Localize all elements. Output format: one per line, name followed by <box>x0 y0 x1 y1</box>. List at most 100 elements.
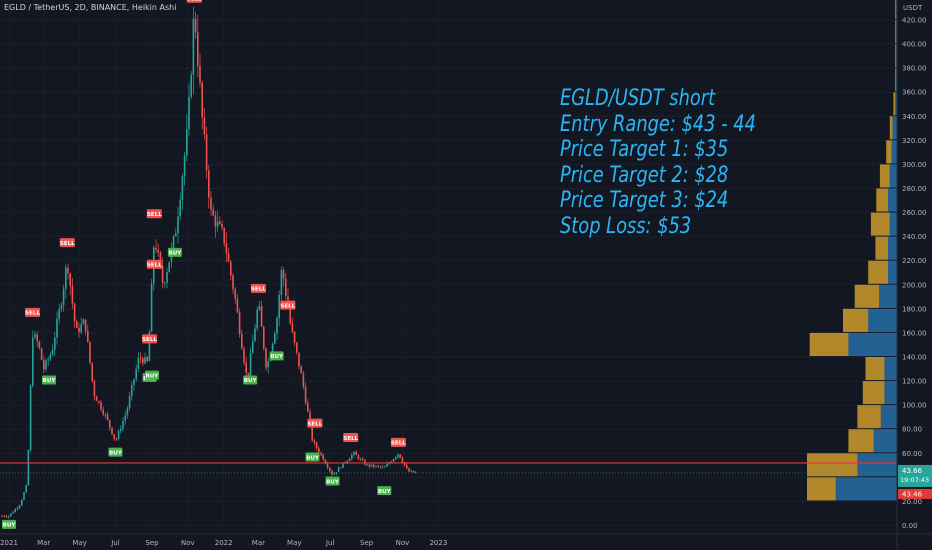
candle-body <box>289 308 291 324</box>
candle-body <box>62 288 65 306</box>
volume-profile-up-bar <box>888 188 897 212</box>
price-tick-label[interactable]: 260.00 <box>902 209 927 217</box>
volume-profile-down-bar <box>876 188 888 212</box>
volume-profile-up-bar <box>884 356 897 381</box>
candle-body <box>133 379 135 386</box>
candle-body <box>40 348 43 360</box>
candle-body <box>309 411 311 424</box>
candle-body <box>271 343 274 355</box>
price-tick-label[interactable]: 340.00 <box>902 113 927 121</box>
price-tick-label[interactable]: 280.00 <box>902 185 927 193</box>
candle-body <box>157 249 159 253</box>
price-tick-label[interactable]: 380.00 <box>902 65 927 73</box>
last-price-tag <box>898 464 932 487</box>
candle-body <box>377 465 379 467</box>
candle-body <box>93 380 96 397</box>
price-tick-label[interactable]: 320.00 <box>902 137 927 145</box>
price-tick-label[interactable]: 220.00 <box>902 257 927 265</box>
candle-body <box>113 434 115 439</box>
price-tick-label[interactable]: 80.00 <box>902 426 922 434</box>
candle-body <box>34 334 36 338</box>
time-tick-label[interactable]: 2022 <box>215 539 233 547</box>
volume-profile-down-bar <box>854 284 879 308</box>
candle-body <box>223 227 225 244</box>
price-tick-label[interactable]: 20.00 <box>902 498 922 506</box>
candle-body <box>208 170 210 198</box>
candle-body <box>56 318 58 338</box>
candle-body <box>384 466 386 468</box>
candle-body <box>243 348 245 363</box>
candle-body <box>355 451 357 456</box>
candle-body <box>12 512 14 514</box>
buy-signal-badge <box>144 370 159 380</box>
price-tick-label[interactable]: 100.00 <box>902 402 927 410</box>
candle-body <box>109 420 111 428</box>
sell-signal-label: SELL <box>142 337 157 343</box>
price-tick-label[interactable]: 300.00 <box>902 161 927 169</box>
price-axis-currency[interactable]: USDT <box>903 4 923 12</box>
price-tick-label[interactable]: 240.00 <box>902 233 927 241</box>
candle-body <box>403 462 406 466</box>
candle-body <box>1 515 3 517</box>
candle-body <box>25 485 27 493</box>
time-tick-label[interactable]: Sep <box>360 539 374 547</box>
candle-body <box>186 129 188 156</box>
price-tick-label[interactable]: 60.00 <box>902 450 922 458</box>
volume-profile-up-bar <box>848 332 897 356</box>
symbol-title[interactable]: EGLD / TetherUS, 2D, BINANCE, Heikin Ash… <box>4 3 177 12</box>
candle-body <box>115 438 118 440</box>
candle-body <box>221 224 223 228</box>
candle-body <box>379 466 382 468</box>
time-axis[interactable]: 2021 Mar May Jul Sep Nov 2022 Mar May Jul Sep Nov 20… <box>0 539 447 547</box>
candle-body <box>179 199 181 217</box>
candle-body <box>331 470 333 475</box>
price-tick-label[interactable]: 200.00 <box>902 281 927 289</box>
candle-body <box>362 458 364 461</box>
candle-body <box>36 334 38 342</box>
annotation-line-6: Stop Loss: $53 <box>560 213 692 239</box>
annotation-line-1: EGLD/USDT short <box>560 86 716 111</box>
candle-body <box>274 333 276 344</box>
time-tick-label[interactable]: May <box>287 539 301 547</box>
candle-body <box>71 285 74 304</box>
price-tick-label[interactable]: 0.00 <box>902 522 918 530</box>
buy-signal-badge <box>305 452 320 462</box>
buy-signal-label: BUY <box>3 523 17 529</box>
price-tick-label[interactable]: 140.00 <box>902 353 927 361</box>
sell-signal-badge <box>146 209 162 219</box>
time-tick-label[interactable]: Nov <box>396 539 410 547</box>
candle-body <box>164 282 166 284</box>
candle-body <box>10 513 12 517</box>
candle-body <box>318 448 320 453</box>
candle-body <box>18 505 21 508</box>
buy-signal-label: BUY <box>326 479 340 485</box>
time-tick-label[interactable]: 2021 <box>0 539 18 547</box>
sell-signal-label: SELL <box>251 287 266 293</box>
candle-body <box>267 361 269 368</box>
time-tick-label[interactable]: Jul <box>325 539 335 547</box>
price-tick-label[interactable]: 120.00 <box>902 378 927 386</box>
time-tick-label[interactable]: Jul <box>110 539 120 547</box>
price-tick-label[interactable]: 360.00 <box>902 89 927 97</box>
candle-body <box>412 470 415 473</box>
time-tick-label[interactable]: Mar <box>252 539 265 547</box>
price-tick-label[interactable]: 400.00 <box>902 41 927 49</box>
volume-profile-down-bar <box>895 19 897 44</box>
time-tick-label[interactable]: Nov <box>181 539 195 547</box>
candle-body <box>258 306 261 310</box>
candle-body <box>410 470 412 472</box>
candle-body <box>122 420 124 429</box>
time-tick-label[interactable]: May <box>72 539 86 547</box>
candle-body <box>210 197 212 210</box>
time-tick-label[interactable]: 2023 <box>429 539 447 547</box>
time-tick-label[interactable]: Sep <box>145 539 159 547</box>
buy-signal-label: BUY <box>168 251 182 257</box>
time-tick-label[interactable]: Mar <box>37 539 50 547</box>
price-tick-label[interactable]: 160.00 <box>902 329 927 337</box>
price-tick-label[interactable]: 180.00 <box>902 305 927 313</box>
candle-body <box>58 309 60 319</box>
volume-profile-down-bar <box>879 164 890 188</box>
price-tick-label[interactable]: 420.00 <box>902 16 927 24</box>
candle-body <box>241 333 243 349</box>
